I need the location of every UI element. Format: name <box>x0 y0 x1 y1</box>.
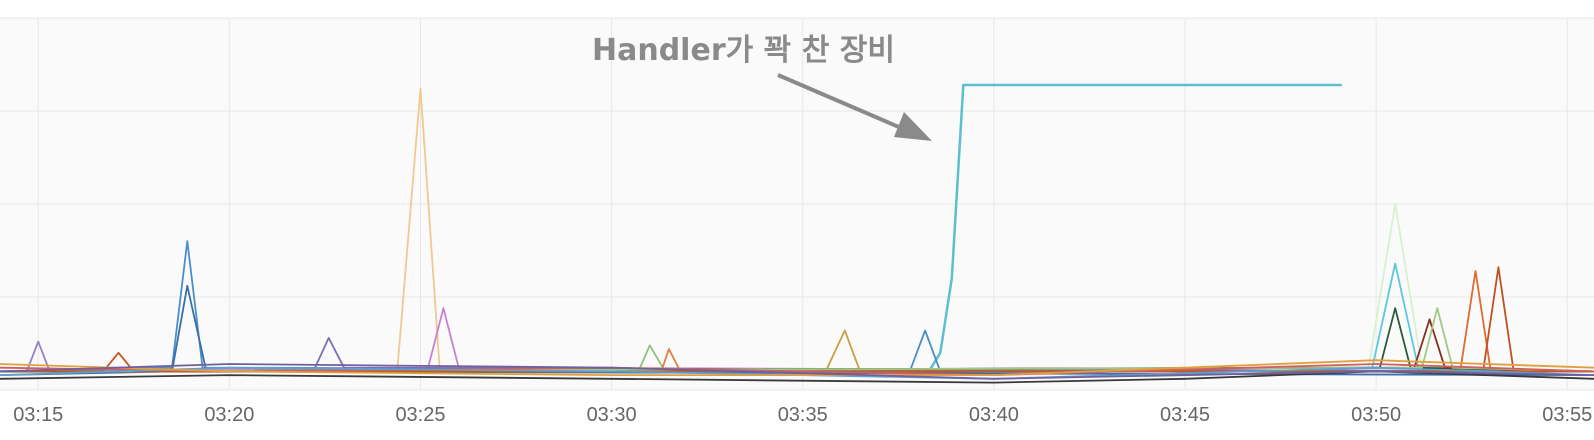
grid-layer <box>0 17 1594 391</box>
x-tick-label: 03:15 <box>13 404 63 426</box>
annotation-arrow-shaft <box>777 73 916 136</box>
x-tick-label: 03:20 <box>204 404 254 426</box>
series-line <box>0 363 1594 380</box>
x-tick-label: 03:35 <box>778 404 828 426</box>
annotation: Handler가 꽉 찬 장비 <box>592 33 932 141</box>
x-tick-label: 03:25 <box>395 404 445 426</box>
x-tick-label: 03:55 <box>1542 404 1592 426</box>
x-tick-label: 03:30 <box>587 404 637 426</box>
x-tick-label: 03:40 <box>969 404 1019 426</box>
annotation-arrow-head <box>894 112 932 141</box>
x-tick-label: 03:45 <box>1160 404 1210 426</box>
annotation-label: Handler가 꽉 찬 장비 <box>592 33 895 68</box>
x-tick-label: 03:50 <box>1351 404 1401 426</box>
series-line <box>0 359 1594 377</box>
series-layer <box>0 83 1594 384</box>
x-axis-ticks: 03:15 03:20 03:25 03:30 03:35 03:40 03:45 03:50… <box>13 404 1592 426</box>
